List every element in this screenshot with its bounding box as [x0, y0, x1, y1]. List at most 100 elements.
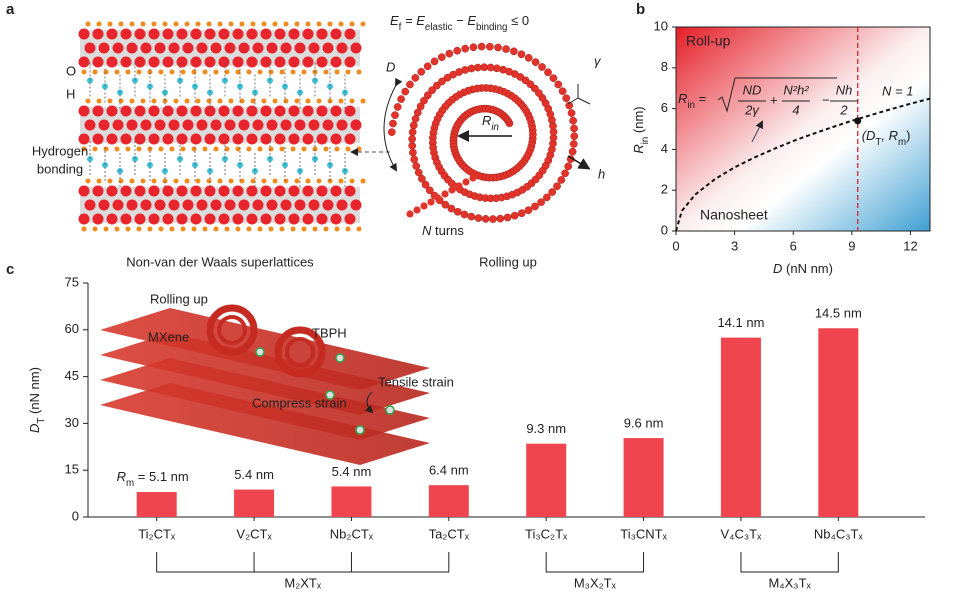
oxygen-atom [330, 28, 342, 40]
inset-label: Compress strain [252, 395, 347, 410]
bar [428, 485, 469, 517]
hydrogen-atom [129, 98, 135, 104]
strain-arrow [364, 391, 374, 414]
oxygen-atom [148, 28, 160, 40]
mxene-sheet [100, 308, 430, 390]
spiral-atom [414, 168, 423, 177]
spiral-atom [441, 200, 450, 209]
spiral-atom [531, 202, 539, 211]
oxygen-atom [120, 105, 132, 117]
oxygen-atom [224, 199, 236, 211]
hydrogen-atom [349, 98, 355, 104]
spiral-atom [510, 211, 519, 220]
hydrogen-atom [301, 146, 307, 152]
oxygen-atom [232, 213, 244, 225]
oxygen-atom [274, 213, 286, 225]
oxygen-atom [92, 185, 104, 197]
formula-part: ND [743, 82, 762, 97]
x-tick-label: Ti₃CNTₓ [620, 526, 667, 541]
hydrogen-atom [323, 69, 329, 75]
hydrogen-atom [103, 226, 109, 232]
spiral-atom [430, 57, 439, 66]
hydrogen-atom [136, 226, 142, 232]
hydrogen-atom [235, 69, 241, 75]
roll [274, 326, 326, 378]
spiral-atom [445, 49, 454, 58]
oxygen-atom [92, 213, 104, 225]
tbph-molecule [255, 347, 265, 357]
spiral-atom [391, 111, 399, 119]
hydrogen-atom [202, 146, 208, 152]
hydrogen-atom [360, 21, 366, 27]
hydrogen-atom [180, 226, 186, 232]
mxene-sheet [100, 358, 430, 440]
hydrogen-atom [184, 98, 190, 104]
hydrogen-atom [158, 226, 164, 232]
hydrogen-atom [228, 21, 234, 27]
hydrogen-atom [257, 146, 263, 152]
bar [331, 486, 372, 517]
spiral-atom [408, 135, 416, 143]
point-label-part: (D [862, 128, 876, 143]
formula-part: N²h² [783, 82, 809, 97]
oxygen-atom [274, 185, 286, 197]
hydrogen-atom [345, 69, 351, 75]
oxygen-atom [294, 119, 306, 131]
gamma-label: γ [594, 53, 602, 68]
oxygen-atom [78, 213, 90, 225]
hydrogen-atom [356, 146, 362, 152]
oxygen-atom [196, 119, 208, 131]
oxygen-atom [252, 119, 264, 131]
inset-label: Tensile strain [378, 374, 454, 389]
oxygen-atom [330, 213, 342, 225]
oxygen-atom [280, 199, 292, 211]
hydrogen-atom [202, 69, 208, 75]
oxygen-atom [120, 213, 132, 225]
oxygen-atom [316, 185, 328, 197]
bar [623, 438, 664, 517]
spiral-atom [503, 213, 512, 222]
spiral-atom [502, 45, 510, 53]
hydrogen-atom [239, 21, 245, 27]
spiral-atom [455, 182, 463, 190]
oxygen-atom [154, 119, 166, 131]
hydrogen-atom [195, 178, 201, 184]
oxygen-atom [218, 56, 230, 68]
oxygen-atom [154, 199, 166, 211]
hydrogen-atom [184, 21, 190, 27]
oxygen-atom [120, 133, 132, 145]
x-axis-label-part: (nN nm) [782, 261, 833, 276]
oxygen-atom [148, 213, 160, 225]
spiral-atom [569, 116, 577, 125]
hydrogen-atom [213, 69, 219, 75]
y-axis-label-part: T [36, 418, 47, 424]
hydrogen-atom [125, 69, 131, 75]
spiral-atom [477, 42, 486, 51]
tbph-molecule [385, 405, 395, 415]
hydrogen-atom [85, 98, 91, 104]
bar [818, 328, 859, 517]
oxygen-atom [316, 56, 328, 68]
bar [526, 443, 567, 517]
oxygen-atom [246, 56, 258, 68]
oxygen-atom [302, 213, 314, 225]
hydrogen-atom [360, 98, 366, 104]
oxygen-atom [148, 133, 160, 145]
oxygen-atom [344, 133, 356, 145]
oxygen-atom [302, 105, 314, 117]
hydrogen-atom [327, 21, 333, 27]
spiral-atom [410, 155, 419, 164]
oxygen-atom [246, 185, 258, 197]
oxygen-atom [232, 133, 244, 145]
point-label-part: ) [906, 128, 910, 143]
hydrogen-atom [338, 98, 344, 104]
oxygen-atom [204, 133, 216, 145]
oxygen-atom [330, 133, 342, 145]
spiral-atom [469, 43, 478, 52]
value-label: 9.6 nm [624, 416, 664, 431]
group-label: M₄X₃Tₓ [768, 575, 811, 590]
oxygen-atom [204, 28, 216, 40]
x-tick-label: 12 [903, 238, 917, 253]
hydrogen-atom [180, 146, 186, 152]
